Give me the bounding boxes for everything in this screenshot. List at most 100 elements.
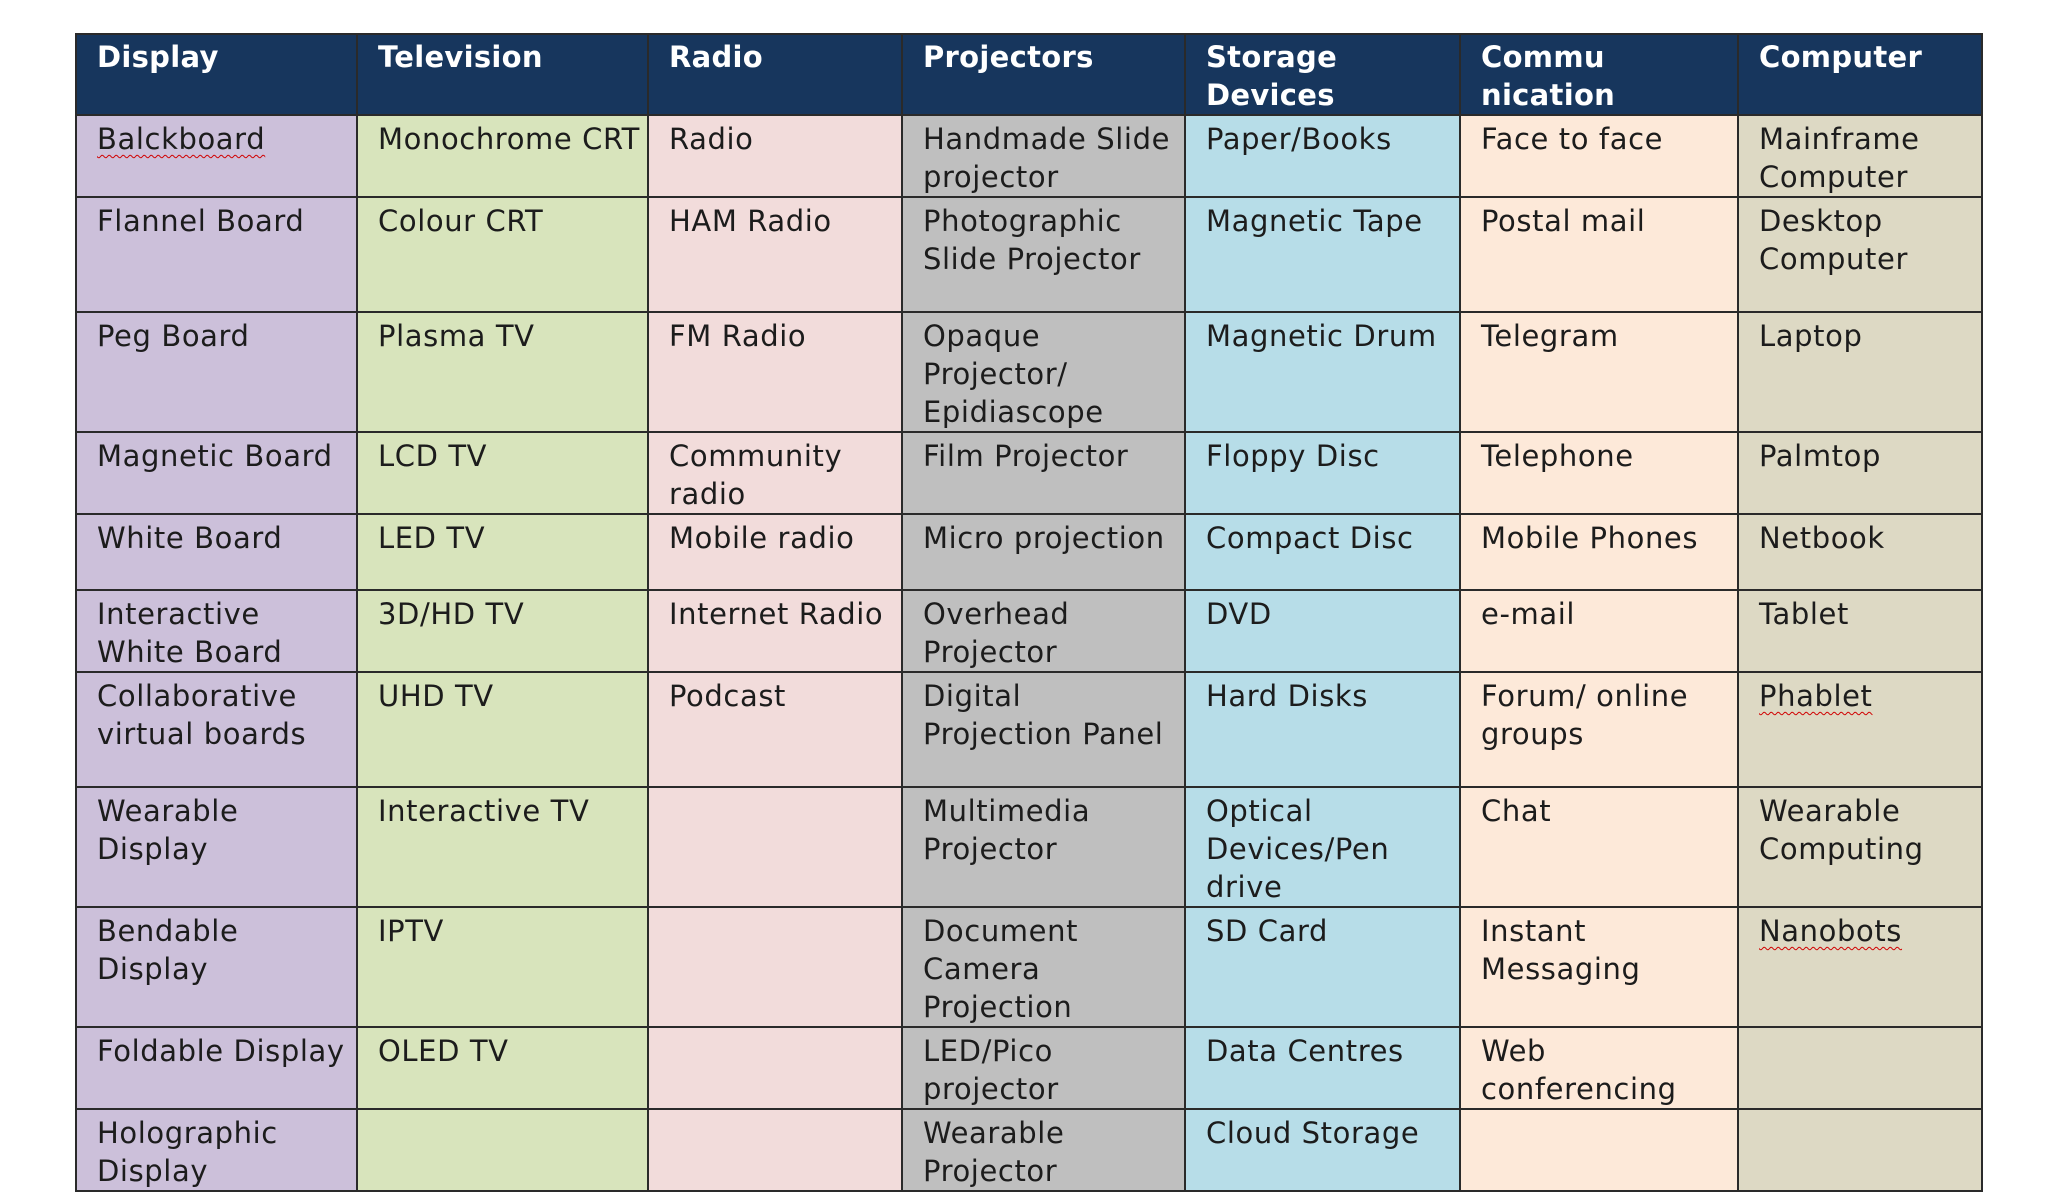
table-cell-communication: Chat xyxy=(1459,786,1739,908)
table-cell-storage: Floppy Disc xyxy=(1184,431,1461,515)
table-cell-computer: Mainframe Computer xyxy=(1737,114,1983,198)
table-row: Bendable Display IPTV Document Camera Pr… xyxy=(75,906,1983,1028)
table-cell-projectors: Multimedia Projector xyxy=(901,786,1186,908)
table-row: Wearable Display Interactive TV Multimed… xyxy=(75,786,1983,908)
table-cell-television: LCD TV xyxy=(356,431,649,515)
cell-text: Balckboard xyxy=(97,122,266,156)
table-cell-communication: Postal mail xyxy=(1459,196,1739,313)
header-communication: Commu nication xyxy=(1459,33,1739,116)
table-cell-television: 3D/HD TV xyxy=(356,589,649,673)
table-row: Interactive White Board 3D/HD TV Interne… xyxy=(75,589,1983,673)
table-cell-projectors: Digital Projection Panel xyxy=(901,671,1186,788)
table-cell-television: LED TV xyxy=(356,513,649,591)
table-cell-communication: Telephone xyxy=(1459,431,1739,515)
table-cell-display: Magnetic Board xyxy=(75,431,358,515)
table-cell-display: Collaborative virtual boards xyxy=(75,671,358,788)
table-cell-television: IPTV xyxy=(356,906,649,1028)
table-row: White Board LED TV Mobile radio Micro pr… xyxy=(75,513,1983,591)
table-cell-computer: Wearable Computing xyxy=(1737,786,1983,908)
table-cell-television: Interactive TV xyxy=(356,786,649,908)
table-cell-display: Flannel Board xyxy=(75,196,358,313)
header-projectors: Projectors xyxy=(901,33,1186,116)
table-cell-radio: HAM Radio xyxy=(647,196,903,313)
table-row: Peg Board Plasma TV FM Radio Opaque Proj… xyxy=(75,311,1983,433)
table-cell-projectors: Handmade Slide projector xyxy=(901,114,1186,198)
header-radio: Radio xyxy=(647,33,903,116)
table-cell-projectors: Document Camera Projection xyxy=(901,906,1186,1028)
table-cell-communication: Telegram xyxy=(1459,311,1739,433)
header-television: Television xyxy=(356,33,649,116)
header-display: Display xyxy=(75,33,358,116)
table-cell-communication: e-mail xyxy=(1459,589,1739,673)
table-cell-computer xyxy=(1737,1026,1983,1110)
table-cell-storage: Compact Disc xyxy=(1184,513,1461,591)
header-computer: Computer xyxy=(1737,33,1983,116)
header-storage-devices: Storage Devices xyxy=(1184,33,1461,116)
table-cell-computer: Phablet xyxy=(1737,671,1983,788)
table-cell-storage: SD Card xyxy=(1184,906,1461,1028)
header-row: Display Television Radio Projectors Stor… xyxy=(75,33,1983,116)
table-row: Collaborative virtual boards UHD TV Podc… xyxy=(75,671,1983,788)
table-cell-computer: Netbook xyxy=(1737,513,1983,591)
table-cell-radio xyxy=(647,786,903,908)
table-cell-radio xyxy=(647,906,903,1028)
table-cell-display: Peg Board xyxy=(75,311,358,433)
table-cell-projectors: LED/Pico projector xyxy=(901,1026,1186,1110)
table-cell-radio: Podcast xyxy=(647,671,903,788)
table-cell-communication xyxy=(1459,1108,1739,1192)
table-cell-television xyxy=(356,1108,649,1192)
table-cell-storage: DVD xyxy=(1184,589,1461,673)
table-cell-storage: Data Centres xyxy=(1184,1026,1461,1110)
table-cell-projectors: Overhead Projector xyxy=(901,589,1186,673)
table-cell-television: Colour CRT xyxy=(356,196,649,313)
table-cell-communication: Web conferencing xyxy=(1459,1026,1739,1110)
table-cell-computer: Nanobots xyxy=(1737,906,1983,1028)
table-cell-projectors: Film Projector xyxy=(901,431,1186,515)
table-cell-storage: Magnetic Drum xyxy=(1184,311,1461,433)
cell-text: Phablet xyxy=(1759,679,1873,713)
table-cell-computer: Desktop Computer xyxy=(1737,196,1983,313)
table-row: Foldable Display OLED TV LED/Pico projec… xyxy=(75,1026,1983,1110)
table-cell-radio: Radio xyxy=(647,114,903,198)
table-row: Balckboard Monochrome CRT Radio Handmade… xyxy=(75,114,1983,198)
table-cell-communication: Instant Messaging xyxy=(1459,906,1739,1028)
table-cell-display: Balckboard xyxy=(75,114,358,198)
table-cell-radio: FM Radio xyxy=(647,311,903,433)
table-cell-display: Wearable Display xyxy=(75,786,358,908)
table-cell-computer: Palmtop xyxy=(1737,431,1983,515)
table-cell-projectors: Wearable Projector xyxy=(901,1108,1186,1192)
table-cell-computer xyxy=(1737,1108,1983,1192)
table-cell-radio: Mobile radio xyxy=(647,513,903,591)
table-row: Holographic Display Wearable Projector C… xyxy=(75,1108,1983,1192)
table-cell-display: Holographic Display xyxy=(75,1108,358,1192)
table-cell-display: White Board xyxy=(75,513,358,591)
table-cell-communication: Forum/ online groups xyxy=(1459,671,1739,788)
table-cell-storage: Optical Devices/Pen drive xyxy=(1184,786,1461,908)
table-cell-storage: Magnetic Tape xyxy=(1184,196,1461,313)
table-cell-television: Plasma TV xyxy=(356,311,649,433)
table-row: Flannel Board Colour CRT HAM Radio Photo… xyxy=(75,196,1983,313)
table-cell-computer: Tablet xyxy=(1737,589,1983,673)
table-cell-television: Monochrome CRT xyxy=(356,114,649,198)
table-cell-radio: Internet Radio xyxy=(647,589,903,673)
table-cell-projectors: Photographic Slide Projector xyxy=(901,196,1186,313)
table-cell-communication: Mobile Phones xyxy=(1459,513,1739,591)
table-cell-projectors: Micro projection xyxy=(901,513,1186,591)
table-cell-television: UHD TV xyxy=(356,671,649,788)
technology-table: Display Television Radio Projectors Stor… xyxy=(75,33,1983,1192)
table-cell-storage: Cloud Storage xyxy=(1184,1108,1461,1192)
table-cell-storage: Hard Disks xyxy=(1184,671,1461,788)
table-cell-radio: Community radio xyxy=(647,431,903,515)
table-cell-radio xyxy=(647,1108,903,1192)
table-cell-display: Interactive White Board xyxy=(75,589,358,673)
table-cell-television: OLED TV xyxy=(356,1026,649,1110)
table-cell-display: Foldable Display xyxy=(75,1026,358,1110)
table-cell-communication: Face to face xyxy=(1459,114,1739,198)
table-cell-computer: Laptop xyxy=(1737,311,1983,433)
table-cell-storage: Paper/Books xyxy=(1184,114,1461,198)
table-row: Magnetic Board LCD TV Community radio Fi… xyxy=(75,431,1983,515)
cell-text: Nanobots xyxy=(1759,914,1903,948)
table-cell-projectors: Opaque Projector/ Epidiascope xyxy=(901,311,1186,433)
table-cell-display: Bendable Display xyxy=(75,906,358,1028)
table-cell-radio xyxy=(647,1026,903,1110)
